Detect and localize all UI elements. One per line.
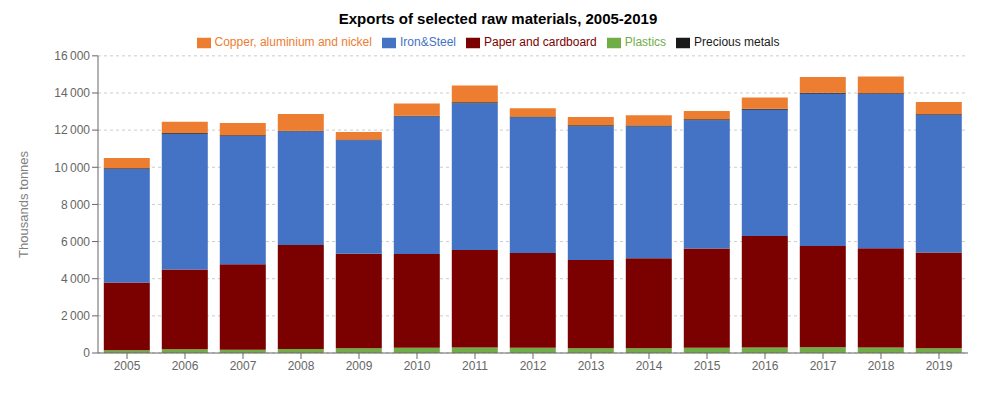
svg-text:2017: 2017 (810, 359, 837, 373)
svg-text:14 000: 14 000 (54, 86, 90, 100)
svg-text:2011: 2011 (462, 359, 488, 373)
html-text:Plastics: Plastics (624, 35, 667, 49)
svg-text:2018: 2018 (868, 359, 895, 373)
svg-text:2005: 2005 (114, 359, 141, 373)
html-text:Exports of selected raw materi: Exports of selected raw materials, 2005-… (338, 10, 658, 27)
svg-text:2012: 2012 (520, 359, 547, 373)
html-text:Copper, aluminium and nickel: Copper, aluminium and nickel (214, 35, 372, 49)
svg-text:0: 0 (83, 346, 90, 360)
svg-text:6 000: 6 000 (61, 235, 90, 249)
svg-text:2006: 2006 (172, 359, 199, 373)
svg-text:16 000: 16 000 (54, 49, 90, 63)
svg-text:2 000: 2 000 (61, 309, 90, 323)
html-text:Iron&Steel: Iron&Steel (400, 35, 456, 49)
svg-text:10 000: 10 000 (54, 161, 90, 175)
html-text:Paper and cardboard: Paper and cardboard (484, 35, 597, 49)
svg-text:12 000: 12 000 (54, 123, 90, 137)
svg-text:4 000: 4 000 (61, 272, 90, 286)
svg-text:2015: 2015 (694, 359, 721, 373)
svg-text:2019: 2019 (926, 359, 953, 373)
svg-text:2009: 2009 (346, 359, 373, 373)
svg-text:2007: 2007 (230, 359, 257, 373)
svg-text:2013: 2013 (578, 359, 605, 373)
html-text:Precious metals: Precious metals (694, 35, 780, 49)
svg-text:2008: 2008 (288, 359, 315, 373)
svg-text:2014: 2014 (636, 359, 663, 373)
svg-text:2016: 2016 (752, 359, 779, 373)
svg-text:Thousands tonnes: Thousands tonnes (16, 150, 31, 257)
svg-text:8 000: 8 000 (61, 198, 90, 212)
svg-text:2010: 2010 (404, 359, 431, 373)
